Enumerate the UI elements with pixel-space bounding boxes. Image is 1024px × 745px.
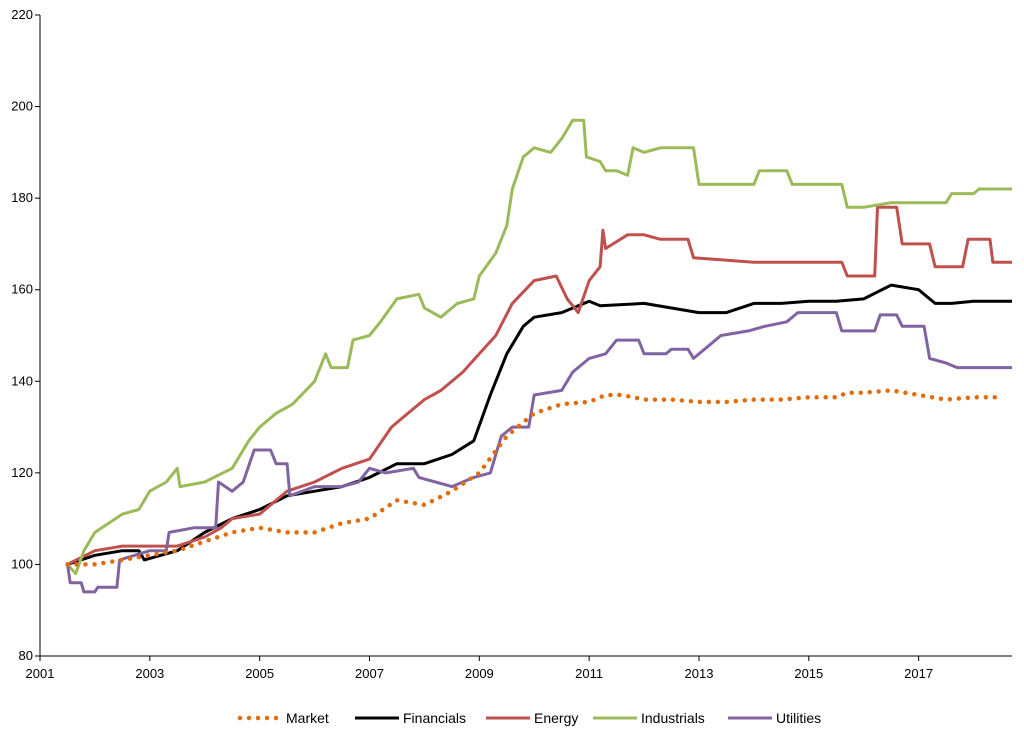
legend-label-utilities: Utilities	[776, 710, 821, 726]
series-line-utilities	[66, 311, 1012, 594]
y-tick-label: 140	[11, 373, 33, 388]
legend-label-energy: Energy	[534, 710, 578, 726]
legend-label-market: Market	[286, 710, 329, 726]
x-tick-label: 2015	[794, 666, 823, 681]
x-tick-label: 2011	[575, 666, 603, 681]
y-tick-label: 220	[11, 7, 33, 22]
legend-label-industrials: Industrials	[641, 710, 705, 726]
series-layer	[65, 118, 1012, 594]
series-line-industrials	[66, 118, 1012, 576]
x-tick-label: 2005	[245, 666, 274, 681]
x-tick-label: 2017	[904, 666, 933, 681]
series-line-financials	[67, 283, 1012, 566]
y-tick-label: 160	[11, 282, 33, 297]
y-tick-label: 120	[11, 465, 33, 480]
y-tick-label: 180	[11, 190, 33, 205]
axes: 80 100 120 140 160 180 200 220 2001 2003 2005 2007 2…	[11, 7, 1012, 681]
legend-label-financials: Financials	[403, 710, 466, 726]
y-tick-label: 200	[11, 99, 33, 114]
x-tick-label: 2009	[465, 666, 494, 681]
y-tick-label: 80	[19, 648, 33, 663]
x-tick-label: 2001	[26, 666, 55, 681]
x-tick-label: 2013	[685, 666, 714, 681]
x-tick-label: 2007	[355, 666, 384, 681]
series-line-energy	[66, 205, 1012, 566]
x-tick-label: 2003	[135, 666, 164, 681]
series-line-market	[65, 388, 1004, 567]
y-tick-label: 100	[11, 556, 33, 571]
legend: Market Financials Energy Industrials Utiliti…	[237, 710, 821, 726]
